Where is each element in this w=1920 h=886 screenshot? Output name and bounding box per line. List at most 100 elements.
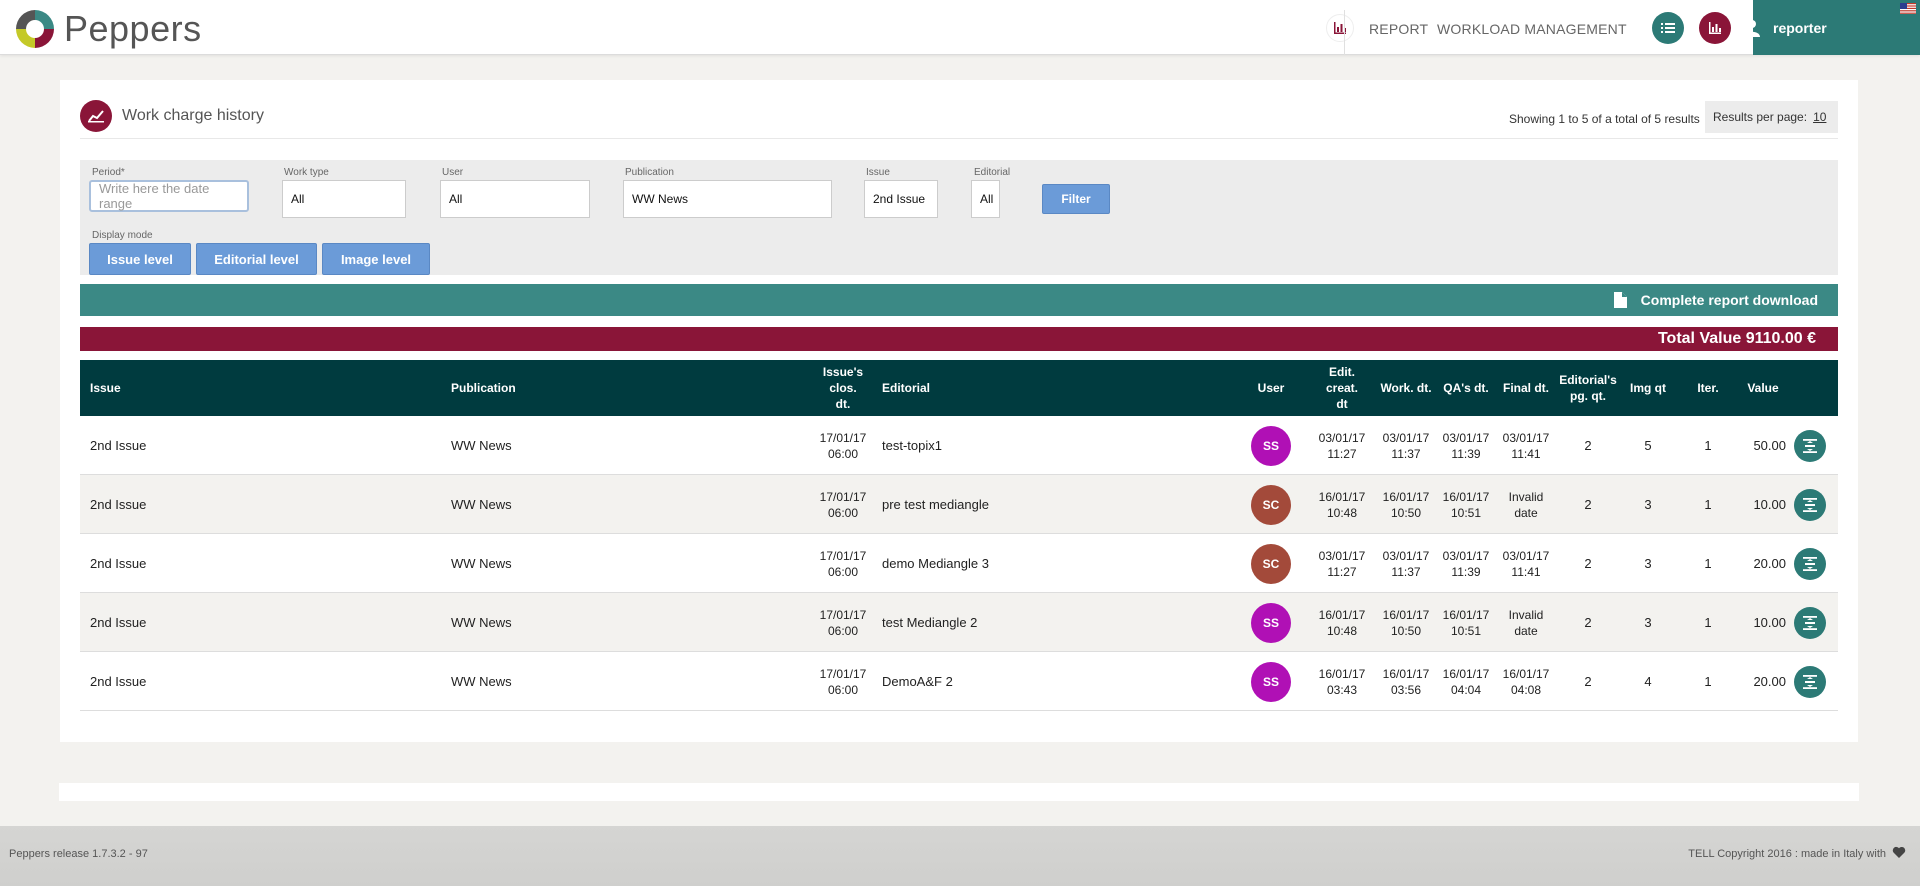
cell-action bbox=[1794, 593, 1826, 652]
col-iter[interactable]: Iter. bbox=[1697, 381, 1719, 395]
issue-level-button[interactable]: Issue level bbox=[89, 243, 191, 275]
user-select[interactable]: All bbox=[440, 180, 590, 218]
issue-label: Issue bbox=[866, 167, 890, 178]
col-editorial[interactable]: Editorial bbox=[882, 381, 931, 395]
col-edit-creat-dt[interactable]: Edit. creat. dt bbox=[1312, 360, 1372, 416]
col-final-dt[interactable]: Final dt. bbox=[1503, 381, 1549, 395]
avatar[interactable]: SC bbox=[1251, 543, 1291, 584]
col-qa-dt[interactable]: QA's dt. bbox=[1443, 381, 1489, 395]
period-input[interactable]: Write here the date range bbox=[89, 180, 249, 212]
table-row: 2nd Issue WW News 17/01/17 06:00 test-top… bbox=[80, 416, 1838, 475]
col-publication[interactable]: Publication bbox=[451, 381, 516, 395]
editorial-level-button[interactable]: Editorial level bbox=[196, 243, 317, 275]
cell-iter: 1 bbox=[1704, 614, 1712, 630]
logo[interactable]: Peppers bbox=[14, 8, 202, 50]
col-user[interactable]: User bbox=[1257, 381, 1285, 395]
table-header: Issue Publication Issue's clos. dt. Edito… bbox=[80, 360, 1838, 416]
avatar[interactable]: SS bbox=[1251, 425, 1291, 466]
qa-time: 10:51 bbox=[1450, 505, 1482, 520]
cell-creat-dt: 16/01/17 10:48 bbox=[1312, 475, 1372, 534]
card-title: Work charge history bbox=[80, 100, 264, 132]
close-time: 06:00 bbox=[827, 505, 859, 520]
creat-time: 11:27 bbox=[1327, 446, 1357, 461]
work-date: 03/01/17 bbox=[1382, 548, 1430, 563]
cell-close-dt: 17/01/17 06:00 bbox=[813, 593, 873, 652]
cell-iter: 1 bbox=[1704, 496, 1712, 512]
col-issue[interactable]: Issue bbox=[90, 381, 121, 395]
issue-select[interactable]: 2nd Issue bbox=[864, 180, 938, 218]
work-type-label: Work type bbox=[284, 167, 329, 178]
col-img-qt[interactable]: Img qt bbox=[1630, 381, 1666, 395]
cell-issue: 2nd Issue bbox=[90, 673, 147, 689]
report-chart-icon[interactable] bbox=[1326, 14, 1354, 42]
expand-row-button[interactable] bbox=[1794, 665, 1826, 698]
avatar[interactable]: SC bbox=[1251, 484, 1291, 525]
complete-report-download-button[interactable]: Complete report download bbox=[80, 284, 1838, 316]
us-flag-icon[interactable] bbox=[1900, 3, 1916, 14]
page-title: Work charge history bbox=[122, 107, 264, 124]
final-time: 11:41 bbox=[1511, 446, 1541, 461]
nav-report-link[interactable]: REPORT bbox=[1369, 21, 1429, 37]
cell-img-qt: 3 bbox=[1644, 496, 1652, 512]
avatar[interactable]: SS bbox=[1251, 602, 1291, 643]
cell-qa-dt: 16/01/17 10:51 bbox=[1438, 593, 1494, 652]
qa-time: 04:04 bbox=[1450, 682, 1482, 697]
user-menu[interactable]: reporter bbox=[1744, 0, 1920, 55]
cell-work-dt: 03/01/17 11:37 bbox=[1378, 534, 1434, 593]
cell-work-dt: 16/01/17 10:50 bbox=[1378, 475, 1434, 534]
results-per-page-value[interactable]: 10 bbox=[1813, 110, 1827, 124]
image-level-button[interactable]: Image level bbox=[322, 243, 430, 275]
avatar[interactable]: SS bbox=[1251, 661, 1291, 702]
creat-time: 11:27 bbox=[1327, 564, 1357, 579]
qa-date: 03/01/17 bbox=[1442, 430, 1490, 445]
cell-final-dt: 16/01/17 04:08 bbox=[1498, 652, 1554, 711]
cell-work-dt: 16/01/17 03:56 bbox=[1378, 652, 1434, 711]
creat-time: 10:48 bbox=[1326, 623, 1358, 638]
list-view-button[interactable] bbox=[1652, 12, 1684, 44]
cell-issue: 2nd Issue bbox=[90, 555, 147, 571]
col-close-dt[interactable]: Issue's clos. dt. bbox=[813, 360, 873, 416]
close-date: 17/01/17 bbox=[819, 548, 867, 563]
work-type-select[interactable]: All bbox=[282, 180, 406, 218]
filter-button[interactable]: Filter bbox=[1042, 184, 1110, 214]
creat-date: 03/01/17 bbox=[1318, 430, 1366, 445]
results-per-page[interactable]: Results per page: 10 bbox=[1705, 101, 1838, 133]
col-work-dt[interactable]: Work. dt. bbox=[1380, 381, 1432, 395]
table-row: 2nd Issue WW News 17/01/17 06:00 DemoA&F … bbox=[80, 652, 1838, 711]
col-pg-qt[interactable]: Editorial's pg. qt. bbox=[1558, 360, 1618, 416]
cell-close-dt: 17/01/17 06:00 bbox=[813, 416, 873, 475]
cell-qa-dt: 03/01/17 11:39 bbox=[1438, 416, 1494, 475]
cell-img-qt: 3 bbox=[1644, 614, 1652, 630]
cell-final-dt: Invalid date bbox=[1498, 475, 1554, 534]
user-label: User bbox=[442, 167, 464, 178]
cell-user: SS bbox=[1251, 416, 1291, 475]
close-date: 17/01/17 bbox=[819, 607, 867, 622]
expand-row-button[interactable] bbox=[1794, 488, 1826, 521]
final-time: 04:08 bbox=[1510, 682, 1542, 697]
cell-close-dt: 17/01/17 06:00 bbox=[813, 475, 873, 534]
period-label: Period* bbox=[92, 167, 125, 178]
cell-qa-dt: 16/01/17 10:51 bbox=[1438, 475, 1494, 534]
work-date: 03/01/17 bbox=[1382, 430, 1430, 445]
col-edit-creat-line2: dt bbox=[1336, 397, 1348, 411]
nav-workload-link[interactable]: WORKLOAD MANAGEMENT bbox=[1437, 21, 1627, 37]
cell-issue: 2nd Issue bbox=[90, 437, 147, 453]
work-date: 16/01/17 bbox=[1382, 489, 1430, 504]
cell-value: 10.00 bbox=[1753, 614, 1786, 630]
col-value[interactable]: Value bbox=[1747, 381, 1779, 395]
close-time: 06:00 bbox=[827, 682, 859, 697]
editorial-select[interactable]: All bbox=[971, 180, 1000, 218]
chart-view-button[interactable] bbox=[1699, 12, 1731, 44]
final-date: 16/01/17 bbox=[1502, 666, 1550, 681]
cell-editorial: test Mediangle 2 bbox=[882, 614, 978, 630]
expand-row-button[interactable] bbox=[1794, 606, 1826, 639]
close-date: 17/01/17 bbox=[819, 430, 867, 445]
expand-row-button[interactable] bbox=[1794, 547, 1826, 580]
cell-qa-dt: 03/01/17 11:39 bbox=[1438, 534, 1494, 593]
publication-select[interactable]: WW News bbox=[623, 180, 832, 218]
expand-row-button[interactable] bbox=[1794, 429, 1826, 462]
cell-creat-dt: 03/01/17 11:27 bbox=[1312, 534, 1372, 593]
work-date: 16/01/17 bbox=[1382, 607, 1430, 622]
cell-issue: 2nd Issue bbox=[90, 614, 147, 630]
title-divider bbox=[80, 138, 1838, 139]
